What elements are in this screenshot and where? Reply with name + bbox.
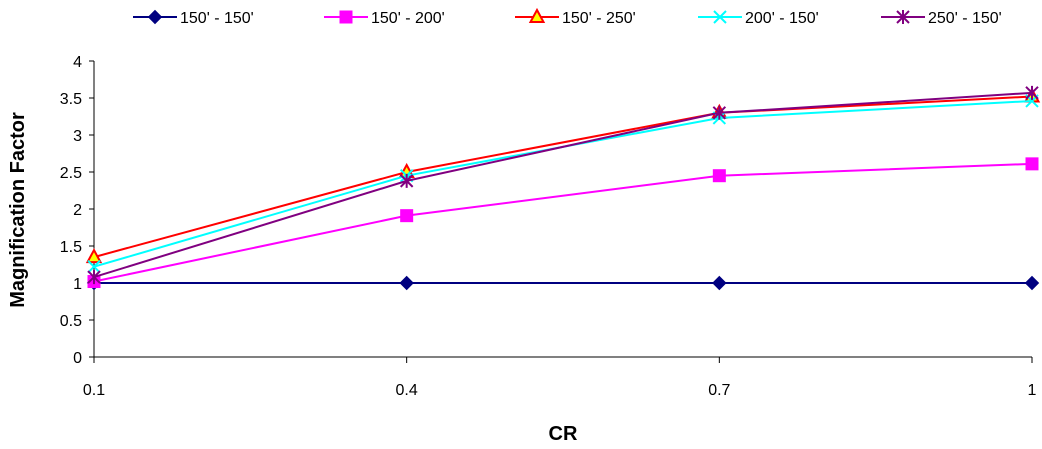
- series-1: [86, 275, 1040, 291]
- legend-marker: [147, 9, 163, 25]
- data-point: [399, 173, 414, 188]
- series-layer: [85, 85, 1041, 291]
- data-point: [400, 209, 414, 223]
- legend-marker: [528, 7, 546, 23]
- x-tick-label: 0.4: [396, 382, 418, 399]
- x-tick-label: 0.1: [83, 382, 105, 399]
- legend-label: 150' - 250': [562, 10, 636, 27]
- legend: 150' - 150' 150' - 200' 150' - 250' 200' - …: [133, 7, 1002, 27]
- series-4: [87, 94, 1039, 274]
- y-tick-label: 4: [73, 54, 82, 71]
- y-tick-label: 2: [73, 202, 82, 219]
- legend-item: 150' - 250': [515, 7, 636, 27]
- legend-label: 200' - 150': [745, 10, 819, 27]
- x-tick-label: 1: [1028, 382, 1037, 399]
- series-line: [93, 162, 1033, 283]
- legend-label: 150' - 150': [180, 10, 254, 27]
- series-5: [87, 85, 1039, 285]
- legend-item: 250' - 150': [881, 10, 1002, 27]
- data-point: [87, 260, 101, 274]
- series-line: [93, 95, 1033, 259]
- y-tick-label: 0.5: [60, 313, 82, 330]
- series-line: [93, 91, 1033, 279]
- y-tick-label: 1.5: [60, 239, 82, 256]
- data-point: [399, 275, 414, 291]
- data-point: [712, 105, 727, 120]
- data-point: [87, 270, 101, 285]
- legend-label: 150' - 200': [371, 10, 445, 27]
- legend-item: 200' - 150': [698, 10, 819, 27]
- axes: 0 0.5 1 1.5 2 2.5 3 3.5 4 0.1 0.4 0.7 1: [60, 54, 1037, 399]
- series-line: [93, 99, 1033, 268]
- data-point: [712, 169, 726, 183]
- y-tick-label: 3.5: [60, 91, 82, 108]
- series-2: [87, 157, 1039, 289]
- legend-marker: [339, 10, 353, 24]
- legend-marker: [713, 10, 727, 24]
- data-point: [1025, 157, 1039, 171]
- data-point: [712, 275, 727, 291]
- data-point: [85, 248, 103, 264]
- legend-marker: [896, 10, 910, 24]
- data-point: [1025, 85, 1039, 100]
- y-tick-label: 3: [73, 128, 82, 145]
- x-tick-label: 0.7: [708, 382, 730, 399]
- y-tick-label: 2.5: [60, 165, 82, 182]
- legend-label: 250' - 150': [928, 10, 1002, 27]
- y-axis-title: Magnification Factor: [7, 112, 29, 308]
- x-axis-title: CR: [549, 423, 578, 445]
- y-tick-label: 0: [73, 350, 82, 367]
- legend-item: 150' - 150': [133, 9, 254, 27]
- data-point: [1024, 275, 1040, 291]
- y-tick-label: 1: [73, 276, 82, 293]
- legend-item: 150' - 200': [324, 10, 445, 27]
